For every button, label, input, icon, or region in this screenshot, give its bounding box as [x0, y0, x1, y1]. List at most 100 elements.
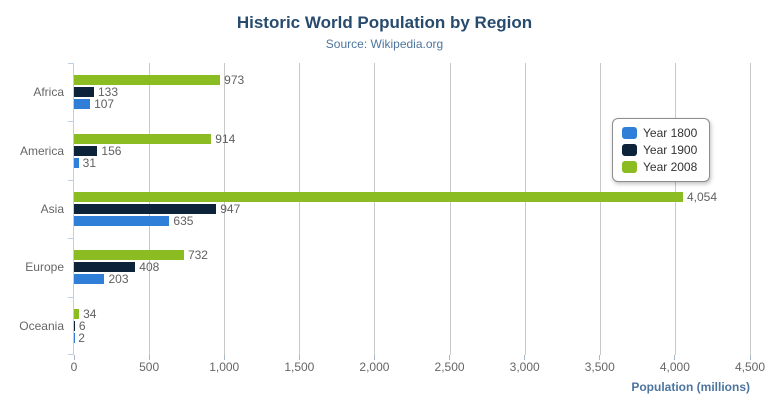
bar-line: 635	[74, 214, 750, 229]
legend-item-year-1900[interactable]: Year 1900	[622, 143, 697, 157]
x-tick-label: 3,500	[584, 360, 615, 374]
y-axis-tick	[68, 354, 73, 355]
y-axis-tick	[68, 238, 73, 240]
bar-value-label: 156	[101, 143, 122, 158]
bar-value-label: 4,054	[687, 190, 718, 205]
x-tick-label: 4,500	[734, 360, 766, 374]
category-label: America	[19, 143, 64, 158]
bar-line: 732	[74, 248, 750, 263]
bar-line: 133	[74, 85, 750, 100]
category-axis-line	[73, 63, 74, 355]
x-tick-label: 500	[139, 360, 160, 374]
bar-line: 2	[74, 330, 750, 345]
x-axis-tick	[449, 355, 451, 360]
category-label: Africa	[33, 85, 64, 100]
bar-year-1900[interactable]	[74, 320, 75, 331]
bar-line: 947	[74, 203, 750, 215]
bar-line: 408	[74, 260, 750, 275]
gridline	[524, 63, 526, 355]
x-tick-label: 2,500	[434, 360, 465, 374]
bar-year-1900[interactable]	[74, 87, 94, 98]
x-tick-label: 2,000	[359, 360, 390, 374]
bar-year-1800[interactable]	[74, 99, 91, 110]
gridline	[299, 63, 301, 355]
category-row: 732 408 203	[74, 238, 750, 296]
bar-year-1800[interactable]	[74, 274, 105, 285]
bar-line: 973	[74, 73, 750, 88]
x-tick-label: 1,500	[284, 360, 315, 374]
bar-value-label: 31	[82, 155, 97, 170]
x-axis-tick	[223, 355, 225, 360]
bar-value-label: 732	[187, 248, 208, 263]
category-row: 4,054 947 635	[74, 180, 750, 238]
chart-subtitle: Source: Wikipedia.org	[325, 37, 444, 51]
bar-line: 4,054	[74, 190, 750, 205]
legend-item-year-1800[interactable]: Year 1800	[622, 126, 697, 140]
legend-item-label: Year 1800	[643, 126, 698, 140]
legend-symbol	[622, 144, 637, 156]
gridline	[224, 63, 226, 355]
category-row: 34 6 2	[74, 297, 750, 355]
bar-value-label: 133	[97, 85, 118, 100]
category-row: 973 133 107	[74, 63, 750, 121]
x-axis-tick	[373, 355, 375, 360]
bar-line: 203	[74, 272, 750, 287]
x-axis-tick	[674, 355, 676, 360]
bar-year-1800[interactable]	[74, 216, 170, 227]
bar-line: 914	[74, 131, 750, 146]
bar-year-2008[interactable]	[74, 192, 683, 203]
gridline	[750, 63, 751, 355]
x-axis-tick	[148, 355, 150, 360]
bar-year-2008[interactable]	[74, 250, 184, 261]
legend-item-year-2008[interactable]: Year 2008	[622, 160, 697, 174]
gridline	[449, 63, 451, 355]
bar-year-2008[interactable]	[74, 75, 221, 86]
x-axis-tick	[749, 355, 751, 360]
bar-value-label: 203	[108, 272, 129, 287]
y-axis-tick	[68, 296, 73, 298]
category-label: Europe	[25, 260, 64, 275]
bar-value-label: 635	[173, 214, 194, 229]
bar-year-1800[interactable]	[74, 157, 79, 168]
gridline	[374, 63, 376, 355]
plot-area: 973 133 107 914 156 31 4,054 947 635 732 408 203 34 6…	[68, 63, 751, 360]
bar-value-label: 914	[215, 131, 236, 146]
category-row: 914 156 31	[74, 121, 750, 179]
x-axis-tick	[298, 355, 300, 360]
x-tick-label: 4,000	[659, 360, 690, 374]
x-axis-title: Population (millions)	[631, 380, 750, 394]
bar-year-2008[interactable]	[74, 133, 212, 144]
bar-line: 6	[74, 318, 750, 333]
category-label: Asia	[40, 202, 64, 217]
legend-symbol	[622, 127, 637, 139]
bar-value-label: 2	[78, 330, 85, 345]
legend: Year 1800 Year 1900 Year 2008	[612, 118, 711, 182]
y-axis-tick	[68, 179, 73, 181]
legend-symbol	[622, 161, 637, 173]
bar-line: 107	[74, 97, 750, 112]
category-axis-labels: Africa America Asia Europe Oceania	[0, 63, 64, 355]
bar-line: 156	[74, 143, 750, 158]
bar-rows: 973 133 107 914 156 31 4,054 947 635 732 408 203 34 6…	[74, 63, 750, 355]
y-axis-tick	[68, 63, 73, 64]
bar-value-label: 6	[78, 318, 86, 333]
bar-value-label: 107	[94, 97, 115, 112]
bar-value-label: 408	[139, 260, 160, 275]
bar-value-label: 973	[224, 73, 245, 88]
chart-title: Historic World Population by Region	[236, 13, 533, 32]
y-axis-tick	[68, 121, 73, 123]
bar-line: 31	[74, 155, 750, 170]
value-axis-labels: 0 500 1,000 1,500 2,000 2,500 3,000 3,500 4,000 4…	[71, 360, 765, 375]
bar-year-1900[interactable]	[74, 204, 217, 215]
bar-year-1900[interactable]	[74, 262, 136, 273]
gridline	[674, 63, 676, 355]
bar-year-1900[interactable]	[74, 145, 98, 156]
gridline	[599, 63, 601, 355]
legend-item-label: Year 2008	[643, 160, 698, 174]
x-axis-tick	[599, 355, 601, 360]
context-menu-button[interactable]	[729, 21, 753, 43]
bar-year-2008[interactable]	[74, 308, 80, 319]
x-tick-label: 3,000	[509, 360, 540, 374]
bar-line: 34	[74, 308, 750, 320]
